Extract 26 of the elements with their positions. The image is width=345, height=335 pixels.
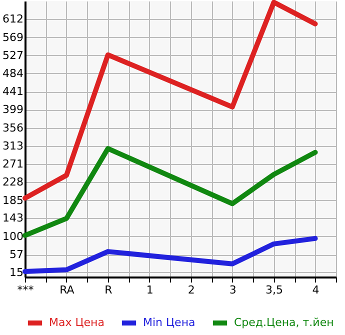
x-tick-label: R xyxy=(104,284,113,296)
x-tick-label: 3 xyxy=(229,284,236,296)
y-tick-label: 313 xyxy=(2,139,24,152)
x-tick-label: 1 xyxy=(146,284,154,296)
y-tick-label: 57 xyxy=(10,248,24,262)
y-tick-label: 399 xyxy=(2,103,24,116)
legend-label: Min Цена xyxy=(143,316,196,329)
y-tick-label: 271 xyxy=(2,157,24,170)
x-tick-label: 2 xyxy=(188,284,195,296)
x-tick-label: RA xyxy=(60,284,75,296)
y-tick-label: 228 xyxy=(2,176,24,189)
y-tick-label: 356 xyxy=(2,121,24,134)
y-tick-label: 569 xyxy=(2,30,24,44)
y-tick-label: 441 xyxy=(2,85,24,98)
y-tick-label: 484 xyxy=(2,67,24,80)
y-tick-label: 15 xyxy=(10,266,24,279)
y-tick-label: 100 xyxy=(2,230,24,243)
y-tick-label: 612 xyxy=(2,12,24,26)
legend-label: Max Цена xyxy=(49,316,104,329)
y-tick-label: 143 xyxy=(2,212,24,225)
y-tick-label: 185 xyxy=(2,194,24,207)
legend-label: Сред.Цена, т.йен xyxy=(234,316,334,329)
y-tick-label: 527 xyxy=(2,48,24,62)
x-tick-label: 3,5 xyxy=(266,284,284,296)
x-tick-label: *** xyxy=(17,284,34,296)
x-tick-label: 4 xyxy=(312,284,320,296)
